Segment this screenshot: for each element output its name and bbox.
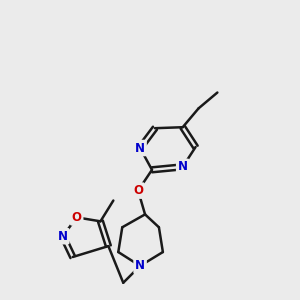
Text: O: O	[133, 184, 143, 197]
Text: N: N	[58, 230, 68, 243]
Text: N: N	[178, 160, 188, 173]
Text: N: N	[135, 260, 145, 272]
Text: O: O	[72, 211, 82, 224]
Text: N: N	[135, 142, 145, 154]
